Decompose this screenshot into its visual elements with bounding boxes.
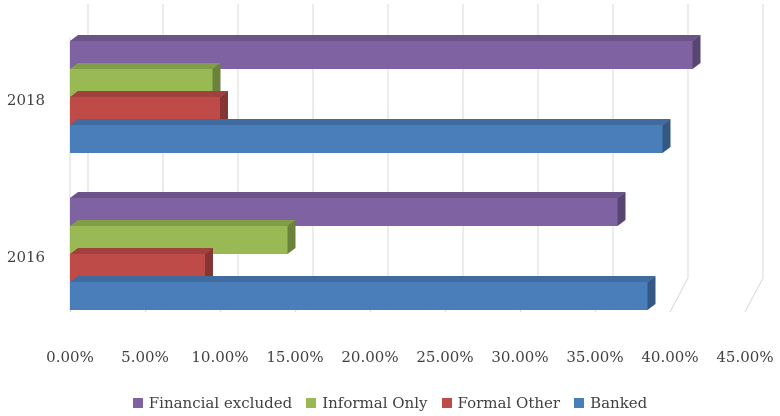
bar-top-informal-only <box>70 220 296 226</box>
x-tick-label: 40.00% <box>641 348 698 366</box>
gridline-floor <box>744 277 764 313</box>
bar-top-banked <box>70 276 656 282</box>
x-tick-label: 20.00% <box>341 348 398 366</box>
x-tick-label: 10.00% <box>191 348 248 366</box>
legend-swatch <box>306 398 317 408</box>
legend-label: Banked <box>590 394 648 412</box>
legend-swatch <box>441 398 452 408</box>
legend-item-financial-excluded: Financial excluded <box>132 394 293 412</box>
x-tick-label: 25.00% <box>416 348 473 366</box>
bar-top-informal-only <box>70 63 221 69</box>
bar-top-financial-excluded <box>70 35 701 41</box>
y-category-label: 2018 <box>7 91 45 109</box>
x-tick-label: 0.00% <box>46 348 94 366</box>
gridline-floor <box>669 277 689 313</box>
legend-item-informal-only: Informal Only <box>306 394 428 412</box>
x-tick-label: 45.00% <box>716 348 773 366</box>
bar-top-formal-other <box>70 248 213 254</box>
legend-item-banked: Banked <box>574 394 647 412</box>
bar-top-financial-excluded <box>70 192 626 198</box>
bar-end-banked <box>647 276 656 310</box>
bar-end-informal-only <box>287 220 296 254</box>
x-tick-label: 5.00% <box>121 348 169 366</box>
legend-label: Informal Only <box>322 394 428 412</box>
bar-end-formal-other <box>220 91 228 125</box>
bar-end-banked <box>662 119 671 153</box>
chart-legend: Financial excluded Informal Only Formal Ot… <box>0 392 780 414</box>
bar-end-informal-only <box>212 63 221 97</box>
bar-banked-2018 <box>70 125 663 153</box>
bar-end-formal-other <box>205 248 213 282</box>
y-category-label: 2016 <box>7 248 45 266</box>
bar-top-banked <box>70 119 671 125</box>
x-tick-label: 35.00% <box>566 348 623 366</box>
legend-label: Financial excluded <box>148 394 293 412</box>
legend-swatch <box>132 398 143 408</box>
chart-plot: 0.00% 5.00% 10.00% 15.00% 20.00% 25.00% 30.00%… <box>7 4 774 366</box>
legend-item-formal-other: Formal Other <box>441 394 561 412</box>
bar-banked-2016 <box>70 282 648 310</box>
legend-swatch <box>574 398 585 408</box>
bar-end-financial-excluded <box>692 35 701 69</box>
legend-label: Formal Other <box>457 394 561 412</box>
x-tick-label: 15.00% <box>266 348 323 366</box>
bar-end-financial-excluded <box>617 192 626 226</box>
x-tick-label: 30.00% <box>491 348 548 366</box>
bar-top-formal-other <box>70 91 228 97</box>
